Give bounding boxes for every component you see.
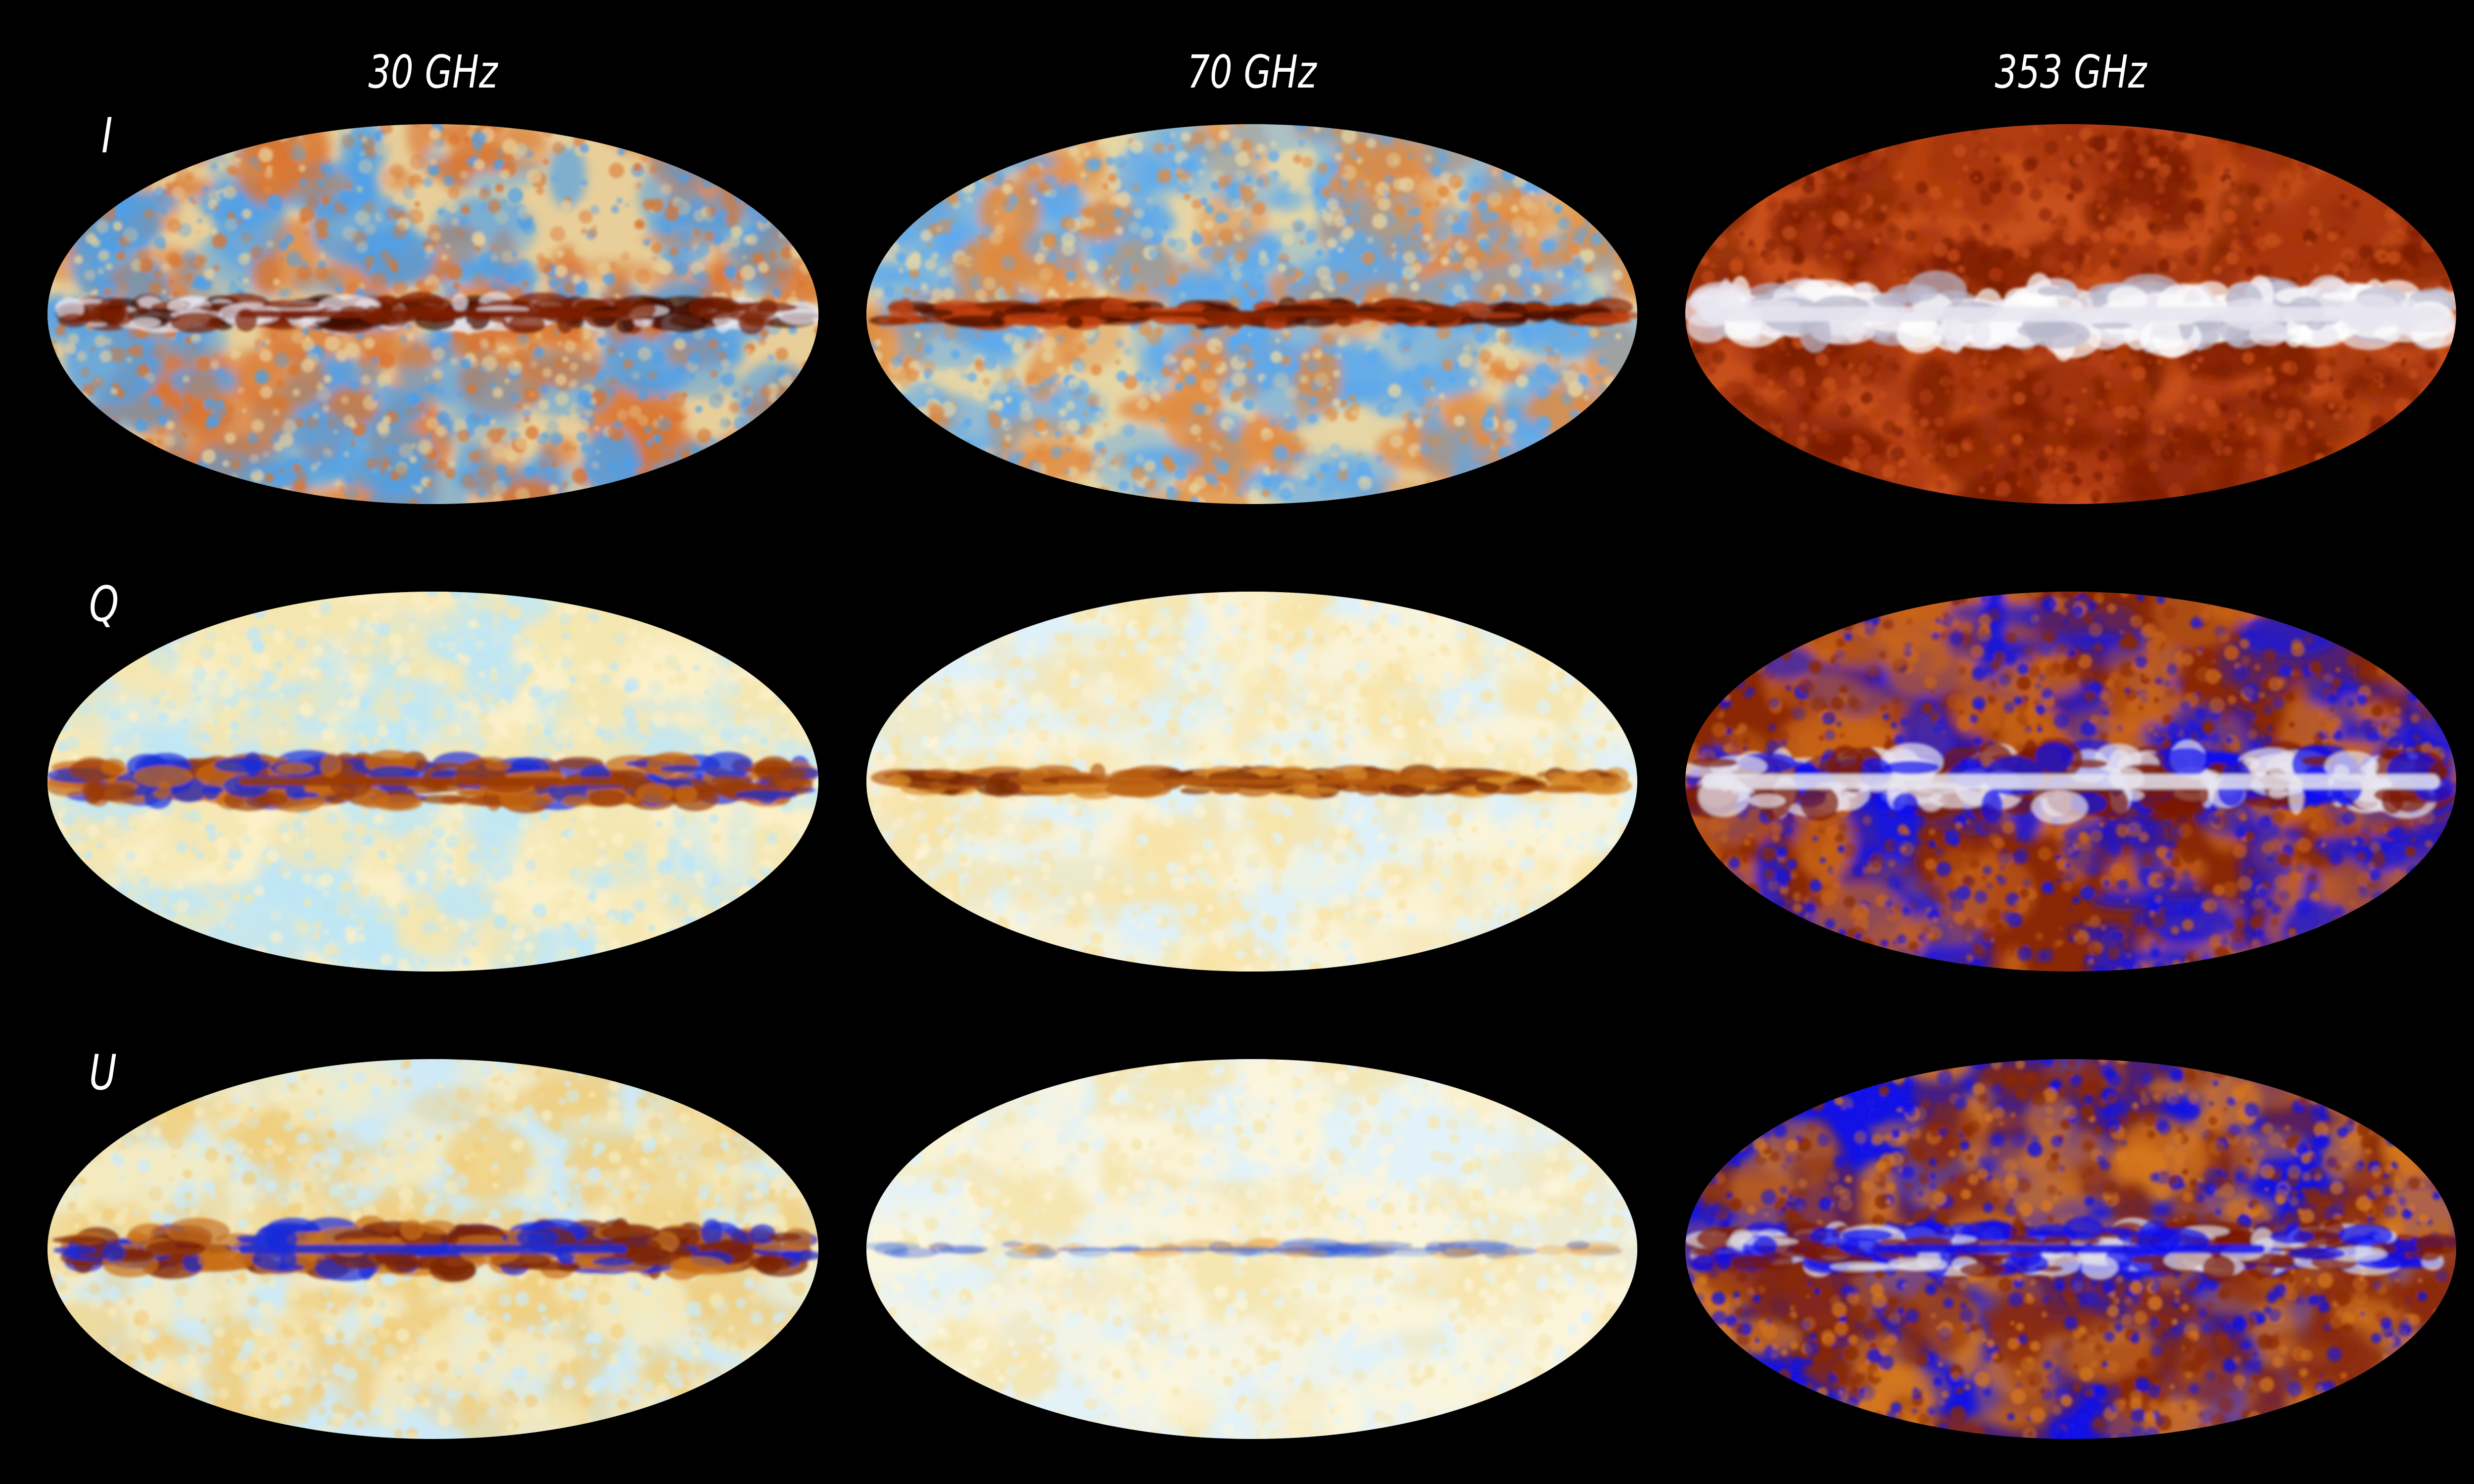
column-label-353ghz: 353 GHz	[1995, 46, 2147, 98]
map-70ghz-u	[866, 1059, 1637, 1439]
map-353ghz-u-sky	[1685, 1059, 2456, 1439]
row-label-q: Q	[89, 576, 119, 633]
map-353ghz-u	[1685, 1059, 2456, 1439]
map-70ghz-q-sky	[866, 592, 1637, 972]
map-30ghz-q-sky	[48, 592, 818, 972]
column-label-30ghz: 30 GHz	[368, 46, 498, 98]
row-label-u: U	[89, 1045, 117, 1101]
map-353ghz-q-sky	[1685, 592, 2456, 972]
column-label-70ghz: 70 GHz	[1187, 46, 1317, 98]
map-353ghz-q	[1685, 592, 2456, 972]
map-30ghz-u-sky	[48, 1059, 818, 1439]
map-30ghz-i-sky	[48, 124, 818, 504]
map-30ghz-q	[48, 592, 818, 972]
map-70ghz-q	[866, 592, 1637, 972]
map-30ghz-i	[48, 124, 818, 504]
row-label-i: I	[101, 108, 113, 164]
map-70ghz-i-sky	[866, 124, 1637, 504]
map-70ghz-i	[866, 124, 1637, 504]
map-353ghz-i-sky	[1685, 124, 2456, 504]
map-30ghz-u	[48, 1059, 818, 1439]
map-353ghz-i	[1685, 124, 2456, 504]
map-70ghz-u-sky	[866, 1059, 1637, 1439]
